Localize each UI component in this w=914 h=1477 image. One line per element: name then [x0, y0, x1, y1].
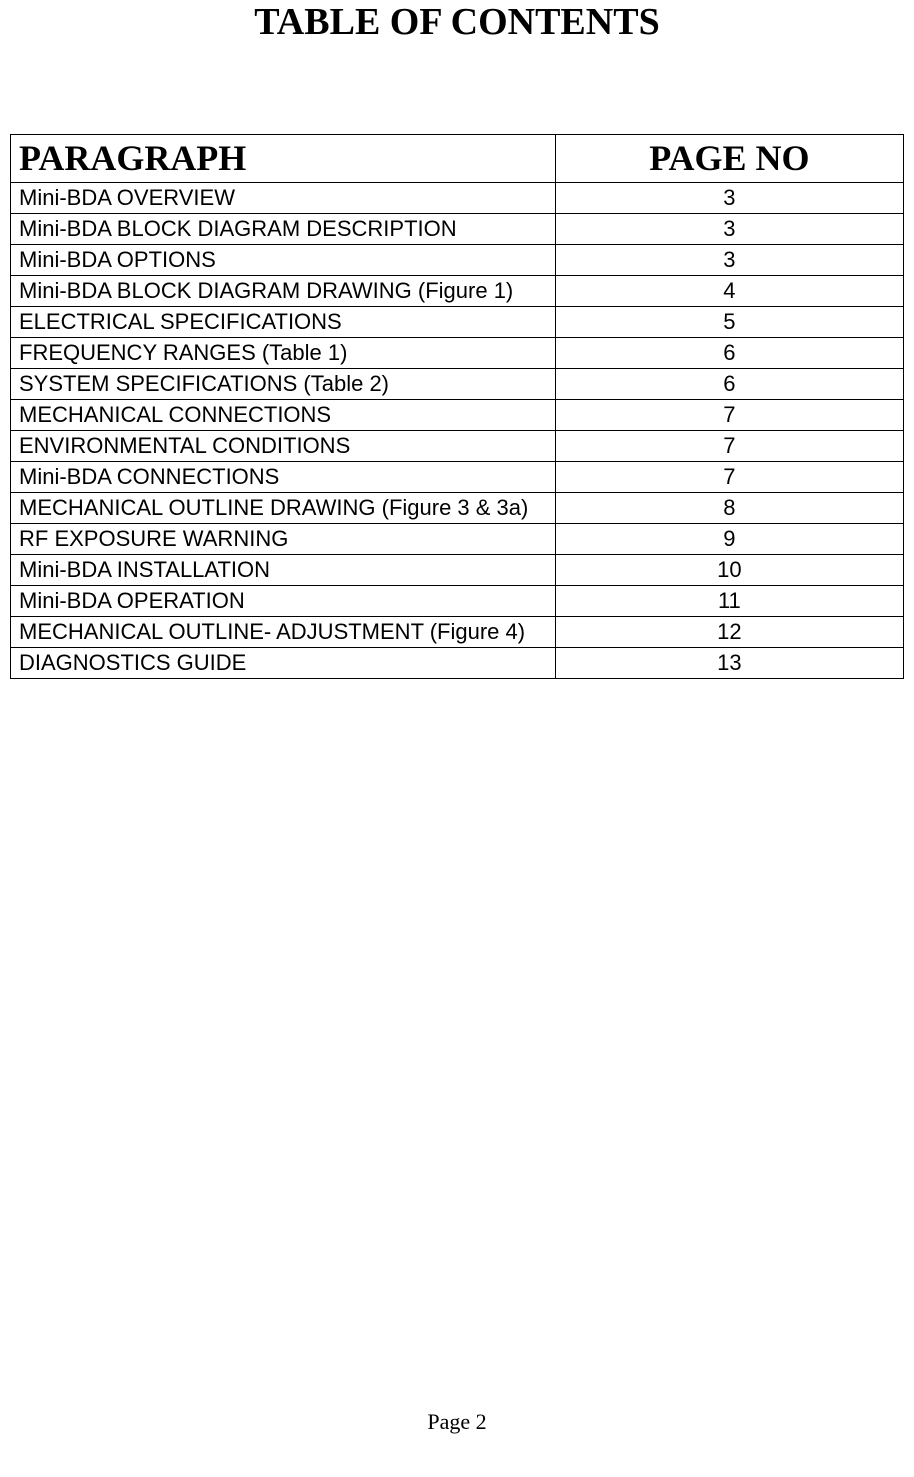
- cell-paragraph: ENVIRONMENTAL CONDITIONS: [11, 431, 556, 462]
- cell-paragraph: ELECTRICAL SPECIFICATIONS: [11, 307, 556, 338]
- table-row: Mini-BDA CONNECTIONS7: [11, 462, 904, 493]
- toc-table: PARAGRAPH PAGE NO Mini-BDA OVERVIEW3 Min…: [10, 134, 904, 679]
- cell-page: 9: [555, 524, 903, 555]
- cell-paragraph: DIAGNOSTICS GUIDE: [11, 648, 556, 679]
- cell-page: 3: [555, 214, 903, 245]
- cell-page: 5: [555, 307, 903, 338]
- table-row: SYSTEM SPECIFICATIONS (Table 2)6: [11, 369, 904, 400]
- cell-page: 11: [555, 586, 903, 617]
- table-row: Mini-BDA INSTALLATION10: [11, 555, 904, 586]
- cell-paragraph: Mini-BDA BLOCK DIAGRAM DESCRIPTION: [11, 214, 556, 245]
- header-row: PARAGRAPH PAGE NO: [11, 135, 904, 183]
- cell-paragraph: RF EXPOSURE WARNING: [11, 524, 556, 555]
- cell-page: 12: [555, 617, 903, 648]
- table-row: Mini-BDA OVERVIEW3: [11, 183, 904, 214]
- cell-page: 7: [555, 431, 903, 462]
- cell-paragraph: Mini-BDA CONNECTIONS: [11, 462, 556, 493]
- table-row: Mini-BDA OPTIONS3: [11, 245, 904, 276]
- table-row: Mini-BDA OPERATION11: [11, 586, 904, 617]
- table-row: ENVIRONMENTAL CONDITIONS7: [11, 431, 904, 462]
- cell-paragraph: Mini-BDA BLOCK DIAGRAM DRAWING (Figure 1…: [11, 276, 556, 307]
- table-row: MECHANICAL OUTLINE- ADJUSTMENT (Figure 4…: [11, 617, 904, 648]
- header-paragraph: PARAGRAPH: [11, 135, 556, 183]
- table-row: FREQUENCY RANGES (Table 1)6: [11, 338, 904, 369]
- table-row: Mini-BDA BLOCK DIAGRAM DRAWING (Figure 1…: [11, 276, 904, 307]
- table-row: MECHANICAL CONNECTIONS7: [11, 400, 904, 431]
- cell-page: 3: [555, 245, 903, 276]
- cell-paragraph: Mini-BDA OPERATION: [11, 586, 556, 617]
- cell-page: 13: [555, 648, 903, 679]
- cell-paragraph: Mini-BDA INSTALLATION: [11, 555, 556, 586]
- page-footer: Page 2: [10, 1409, 904, 1435]
- cell-paragraph: Mini-BDA OVERVIEW: [11, 183, 556, 214]
- cell-paragraph: FREQUENCY RANGES (Table 1): [11, 338, 556, 369]
- cell-page: 7: [555, 462, 903, 493]
- cell-paragraph: MECHANICAL OUTLINE DRAWING (Figure 3 & 3…: [11, 493, 556, 524]
- page-title: TABLE OF CONTENTS: [10, 0, 904, 44]
- cell-paragraph: MECHANICAL OUTLINE- ADJUSTMENT (Figure 4…: [11, 617, 556, 648]
- table-row: MECHANICAL OUTLINE DRAWING (Figure 3 & 3…: [11, 493, 904, 524]
- cell-page: 10: [555, 555, 903, 586]
- cell-page: 7: [555, 400, 903, 431]
- cell-page: 8: [555, 493, 903, 524]
- table-row: Mini-BDA BLOCK DIAGRAM DESCRIPTION3: [11, 214, 904, 245]
- table-row: RF EXPOSURE WARNING9: [11, 524, 904, 555]
- table-row: ELECTRICAL SPECIFICATIONS5: [11, 307, 904, 338]
- cell-page: 6: [555, 338, 903, 369]
- header-page-no: PAGE NO: [555, 135, 903, 183]
- cell-page: 4: [555, 276, 903, 307]
- cell-page: 3: [555, 183, 903, 214]
- cell-paragraph: MECHANICAL CONNECTIONS: [11, 400, 556, 431]
- cell-page: 6: [555, 369, 903, 400]
- cell-paragraph: Mini-BDA OPTIONS: [11, 245, 556, 276]
- table-row: DIAGNOSTICS GUIDE13: [11, 648, 904, 679]
- cell-paragraph: SYSTEM SPECIFICATIONS (Table 2): [11, 369, 556, 400]
